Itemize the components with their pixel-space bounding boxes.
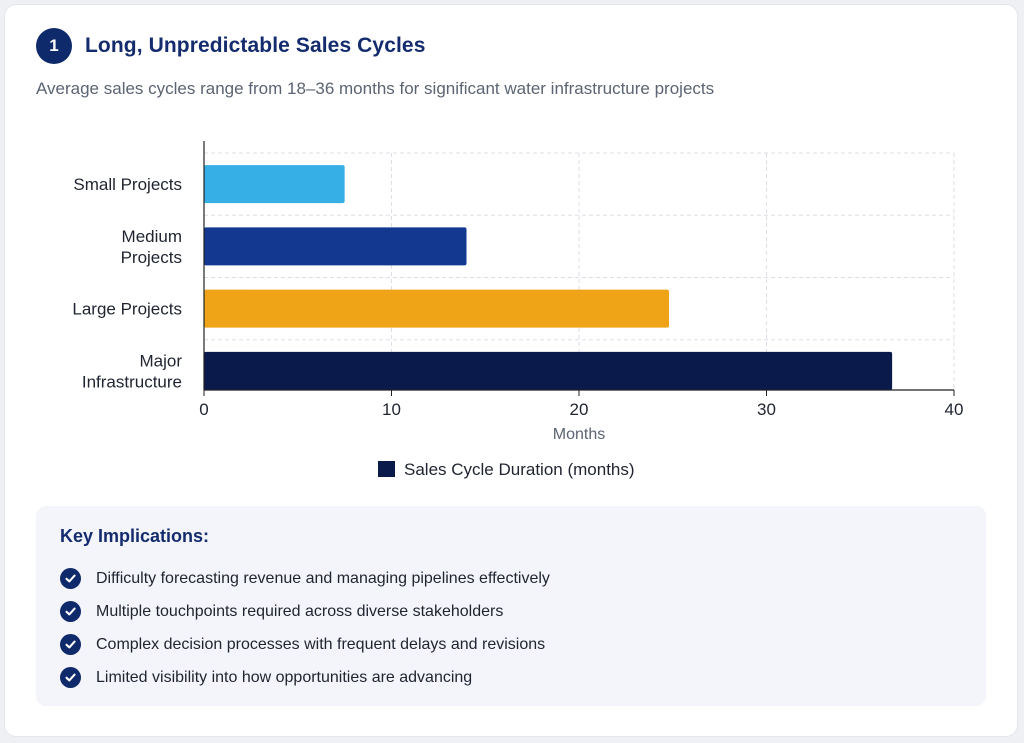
check-circle-icon	[60, 568, 81, 589]
implications-title: Key Implications:	[60, 526, 210, 546]
x-tick-label: 10	[382, 400, 401, 419]
step-number-badge: 1	[36, 28, 72, 64]
category-label: Medium	[122, 227, 182, 246]
implication-text: Complex decision processes with frequent…	[96, 635, 546, 653]
implication-text: Difficulty forecasting revenue and manag…	[96, 569, 550, 587]
x-axis-title: Months	[553, 426, 605, 443]
implication-item: Multiple touchpoints required across div…	[60, 595, 550, 628]
legend-swatch	[378, 461, 395, 477]
category-label: Small Projects	[73, 175, 182, 194]
page-subtitle: Average sales cycles range from 18–36 mo…	[36, 79, 715, 98]
legend-label: Sales Cycle Duration (months)	[404, 460, 635, 479]
x-tick-label: 0	[199, 400, 208, 419]
key-implications-panel: Key Implications: Difficulty forecasting…	[36, 506, 986, 706]
check-circle-icon	[60, 634, 81, 655]
x-tick-label: 30	[757, 400, 776, 419]
bar-chart: Small Projects Medium Projects Large Projec…	[72, 141, 964, 479]
implication-item: Difficulty forecasting revenue and manag…	[60, 562, 550, 595]
bar	[204, 351, 893, 390]
bar	[204, 289, 669, 328]
page-title: Long, Unpredictable Sales Cycles	[85, 34, 426, 57]
x-tick-label: 40	[945, 400, 964, 419]
implication-item: Limited visibility into how opportunitie…	[60, 661, 550, 694]
implication-item: Complex decision processes with frequent…	[60, 628, 550, 661]
implication-text: Multiple touchpoints required across div…	[96, 602, 504, 620]
bar	[204, 165, 345, 204]
category-label: Large Projects	[72, 300, 182, 319]
check-circle-icon	[60, 667, 81, 688]
category-label: Major	[139, 351, 182, 370]
section-header: 1 Long, Unpredictable Sales Cycles	[36, 28, 425, 64]
bar	[204, 227, 467, 266]
implications-list: Difficulty forecasting revenue and manag…	[60, 562, 550, 694]
category-label: Infrastructure	[82, 372, 182, 391]
implication-text: Limited visibility into how opportunitie…	[96, 668, 473, 686]
category-label: Projects	[121, 248, 182, 267]
x-tick-label: 20	[570, 400, 589, 419]
check-circle-icon	[60, 601, 81, 622]
